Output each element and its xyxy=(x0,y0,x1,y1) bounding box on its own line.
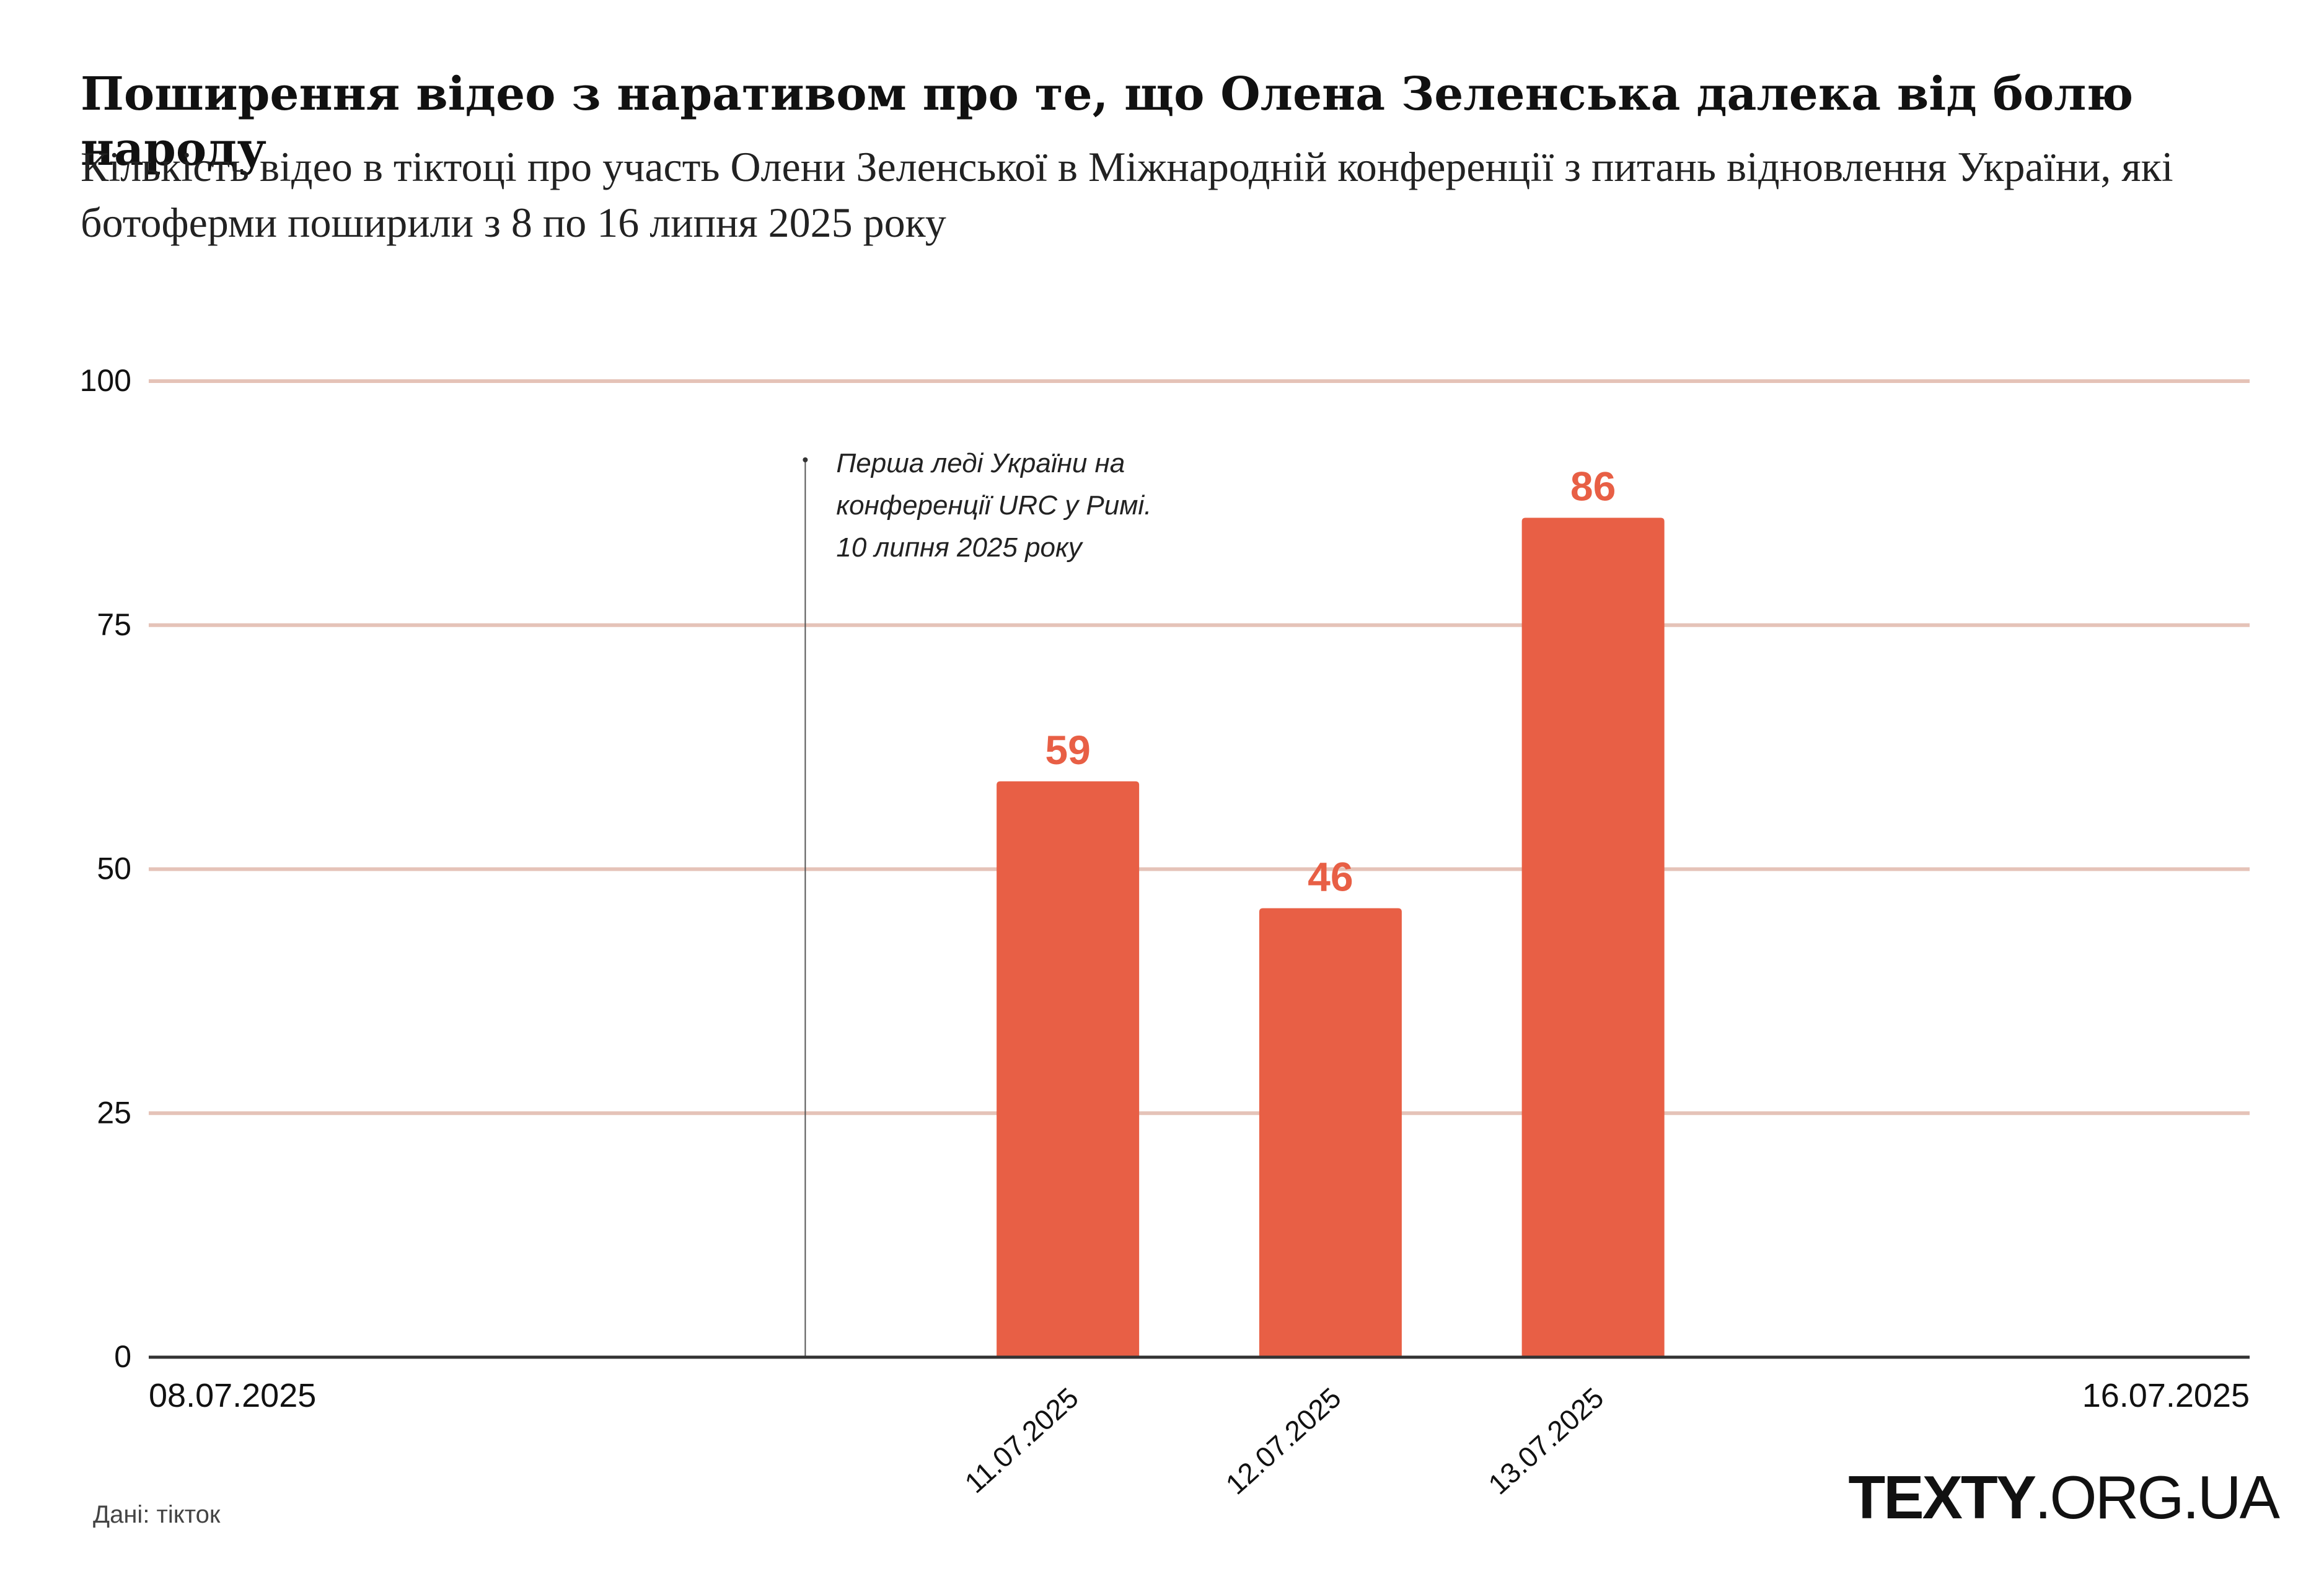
annotation-text-line-1: конференції URC у Римі. xyxy=(836,490,1151,521)
bars xyxy=(997,517,1665,1357)
annotation: Перша леді України на конференції URC у Р… xyxy=(803,448,1151,1357)
texty-logo: TEXTY.ORG.UA xyxy=(1848,1463,2280,1533)
annotation-dot xyxy=(803,457,808,462)
labels: 0 25 50 75 100 59 11.07.2025 46 12.07.2025 86 13.0… xyxy=(80,363,2250,1500)
data-source: Дані: тікток xyxy=(93,1501,221,1528)
x-tick-label-11.07.2025: 11.07.2025 xyxy=(958,1381,1084,1499)
y-tick-label-100: 100 xyxy=(80,363,131,398)
bar-11.07.2025 xyxy=(997,781,1140,1357)
bar-13.07.2025 xyxy=(1521,517,1665,1357)
logo-bold: TEXTY xyxy=(1848,1463,2036,1531)
gridlines xyxy=(149,379,2250,1116)
x-edge-label-end: 16.07.2025 xyxy=(2082,1377,2250,1414)
x-tick-label-12.07.2025: 12.07.2025 xyxy=(1220,1381,1347,1501)
y-tick-label-0: 0 xyxy=(114,1339,131,1374)
bar-value-label-13.07.2025: 86 xyxy=(1570,464,1616,509)
logo-rest: .ORG.UA xyxy=(2035,1463,2280,1531)
bar-value-label-11.07.2025: 59 xyxy=(1045,727,1090,773)
y-tick-label-25: 25 xyxy=(97,1095,131,1130)
x-edge-label-start: 08.07.2025 xyxy=(149,1377,316,1414)
annotation-text-line-0: Перша леді України на xyxy=(836,448,1125,478)
annotation-text-line-2: 10 липня 2025 року xyxy=(836,532,1083,563)
y-tick-label-50: 50 xyxy=(97,852,131,886)
y-tick-label-75: 75 xyxy=(97,607,131,642)
chart-title: Поширення відео з наративом про те, що О… xyxy=(81,68,2134,176)
x-tick-label-13.07.2025: 13.07.2025 xyxy=(1482,1381,1609,1501)
bar-12.07.2025 xyxy=(1259,908,1402,1357)
bar-value-label-12.07.2025: 46 xyxy=(1308,854,1353,900)
chart-subtitle: Кількість відео в тіктоці про участь Оле… xyxy=(81,143,2173,246)
